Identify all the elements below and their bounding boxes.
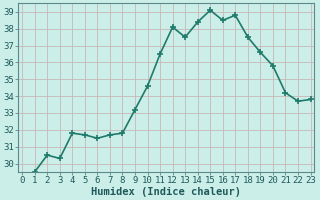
X-axis label: Humidex (Indice chaleur): Humidex (Indice chaleur)	[91, 186, 241, 197]
